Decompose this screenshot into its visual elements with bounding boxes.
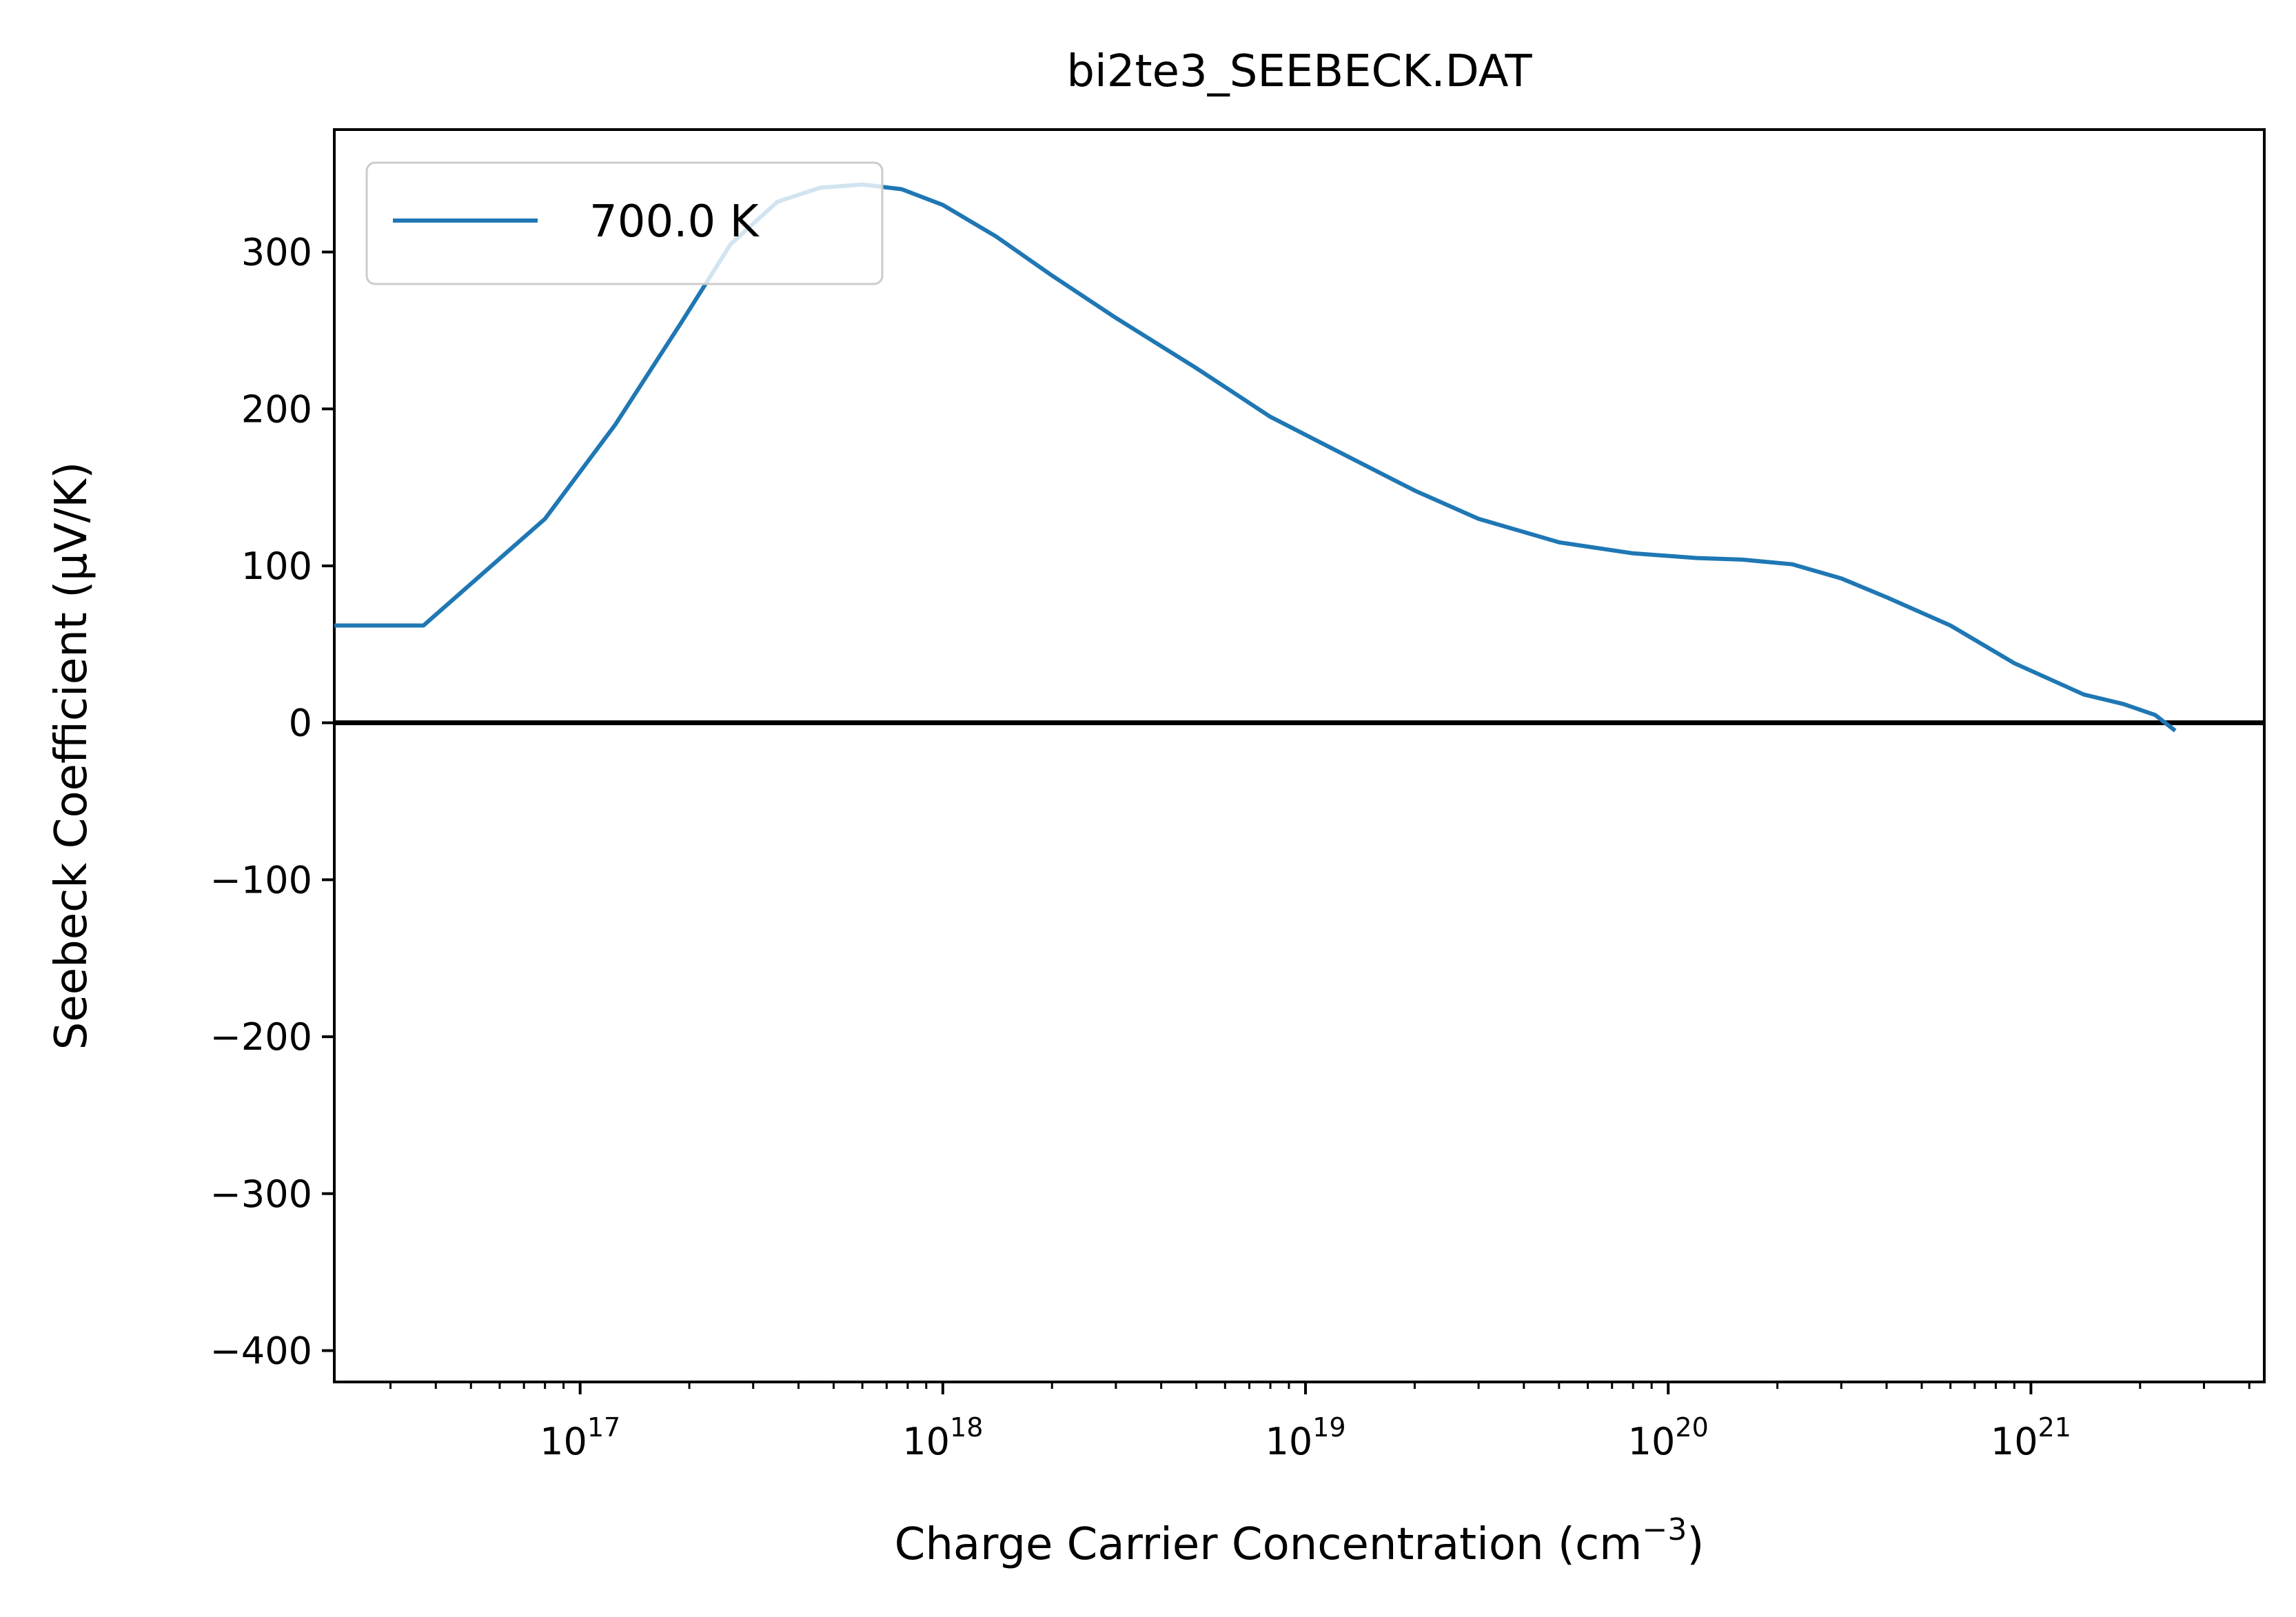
x-tick-label: 1018 xyxy=(902,1412,983,1463)
legend-box xyxy=(365,161,884,285)
chart-title: bi2te3_SEEBECK.DAT xyxy=(1066,46,1532,97)
axes-frame xyxy=(333,128,2266,1383)
y-tick-label: −100 xyxy=(210,858,312,902)
x-tick-label: 1019 xyxy=(1265,1412,1345,1463)
x-tick-label: 1021 xyxy=(1991,1412,2071,1463)
x-axis-label: Charge Carrier Concentration (cm−3) xyxy=(895,1512,1705,1570)
legend: 700.0 K xyxy=(365,161,884,285)
y-tick-label: −200 xyxy=(210,1015,312,1059)
y-tick-label: −400 xyxy=(210,1329,312,1372)
x-axis: 1017 1018 1019 1020 1021 xyxy=(389,1382,2251,1463)
y-tick-label: 300 xyxy=(241,231,312,274)
x-tick-label: 1020 xyxy=(1628,1412,1709,1463)
y-tick-label: 100 xyxy=(241,545,312,588)
legend-label: 700.0 K xyxy=(589,196,760,247)
y-tick-label: 200 xyxy=(241,387,312,431)
y-tick-label: 0 xyxy=(289,702,312,745)
y-axis: 300 200 100 0 −100 −200 −300 −400 xyxy=(210,231,334,1372)
x-tick-label: 1017 xyxy=(540,1412,620,1463)
y-axis-label: Seebeck Coefficient (μV/K) xyxy=(46,462,97,1050)
y-tick-label: −300 xyxy=(210,1172,312,1216)
